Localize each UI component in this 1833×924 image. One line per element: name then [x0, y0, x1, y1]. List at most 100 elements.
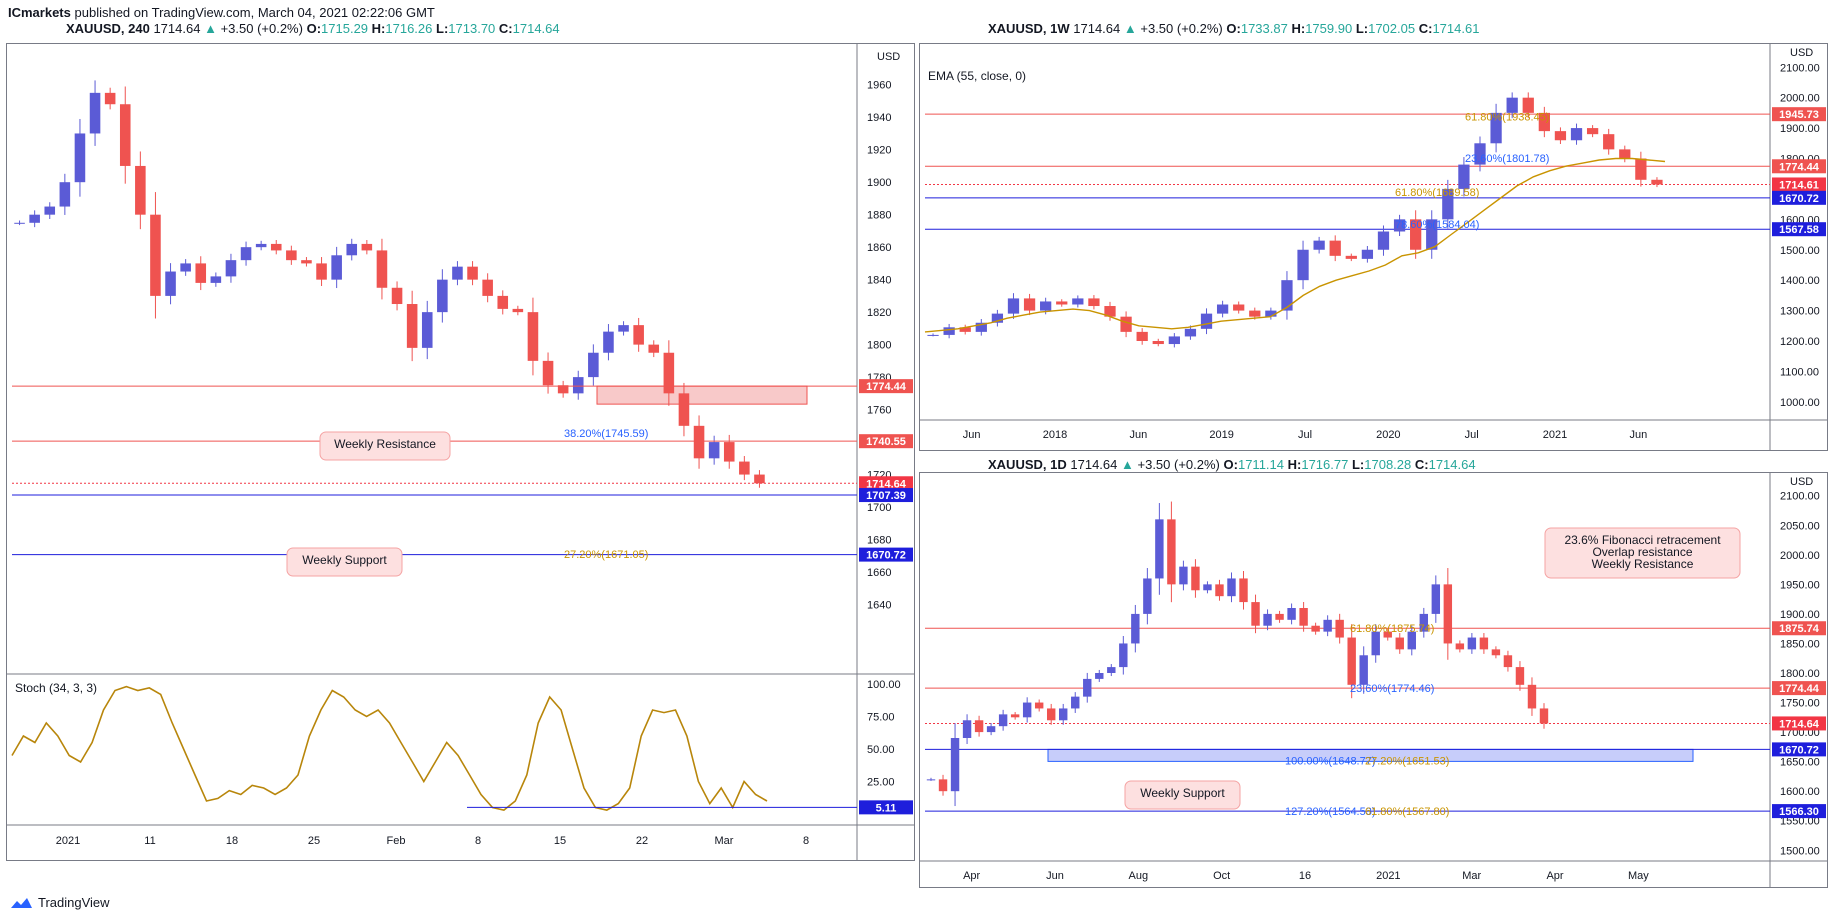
h4-close: 1714.64: [512, 21, 560, 36]
d1-candle: [950, 738, 960, 792]
w1-fib-label: 78.60%(1584.04): [1395, 219, 1479, 231]
d1-y-tick-label: 2100.00: [1780, 491, 1820, 503]
w1-open: 1733.87: [1240, 21, 1288, 36]
h4-last-price: 1714.64: [153, 21, 201, 36]
w1-candle: [1200, 313, 1213, 329]
h4-y-tick-label: 1680: [867, 535, 891, 547]
w1-candle: [1313, 240, 1325, 250]
d1-candle: [1179, 566, 1188, 585]
h4-price-tag: [859, 476, 913, 491]
d1-symbol: XAUUSD, 1D: [988, 457, 1067, 472]
h4-x-tick-label: 11: [144, 835, 155, 847]
w1-candle: [991, 313, 1004, 323]
d1-y-tick-label: 1900.00: [1780, 609, 1820, 621]
d1-candle: [1347, 637, 1356, 685]
d1-candle: [986, 726, 996, 733]
h4-candle: [678, 393, 690, 426]
h4-x-tick-label: Mar: [715, 835, 734, 847]
w1-ema-title: EMA (55, close, 0): [928, 69, 1026, 83]
h4-candle: [693, 425, 705, 459]
h4-candle: [135, 165, 146, 215]
h4-candle: [255, 243, 267, 248]
d1-candle: [1503, 655, 1513, 668]
h4-stoch-tick-label: 25.00: [867, 777, 895, 789]
w1-candle: [1554, 131, 1567, 141]
w1-candle: [1088, 298, 1100, 307]
h4-y-tick-label: 1640: [867, 600, 891, 612]
w1-close: 1714.61: [1432, 21, 1480, 36]
d1-y-tick-label: 1650.00: [1780, 757, 1820, 769]
d1-high: 1716.77: [1301, 457, 1349, 472]
h4-candle: [437, 279, 448, 313]
d1-chart-panel[interactable]: USD 1500.00 1550.00 1600.00 1650.00 1700.00 17…: [919, 472, 1828, 888]
w1-candle: [1538, 112, 1550, 132]
w1-candle: [1329, 240, 1341, 256]
h4-candle: [603, 331, 614, 353]
h4-candle: [754, 474, 765, 484]
w1-currency-label: USD: [1790, 47, 1813, 59]
h4-chart-panel[interactable]: USD1640166016801700172017401760178018001…: [6, 43, 915, 861]
d1-x-tick-label: 16: [1299, 870, 1311, 882]
d1-price-tag-label: 1714.64: [1779, 718, 1820, 730]
h4-x-tick-label: 15: [554, 835, 566, 847]
h4-candle: [376, 250, 388, 288]
h4-candle: [572, 377, 584, 394]
h4-y-tick-label: 1940: [867, 112, 891, 124]
tradingview-cloud-icon: [11, 897, 32, 908]
d1-y-tick-label: 1850.00: [1780, 638, 1820, 650]
d1-candle: [1046, 708, 1056, 721]
d1-chart-svg[interactable]: USD1500.001550.001600.001650.001700.0017…: [920, 473, 1828, 888]
w1-chart-panel[interactable]: USD EMA (55, close, 0) 1000.00 1100.00 1200.…: [919, 43, 1828, 451]
w1-candle: [1249, 310, 1261, 317]
d1-candle: [1467, 637, 1477, 650]
d1-candle: [1239, 578, 1248, 603]
w1-chart-svg[interactable]: USD EMA (55, close, 0) 1000.00 1100.00 1200.…: [920, 44, 1828, 451]
w1-candle: [1104, 306, 1116, 317]
brand-name: ICmarkets: [8, 5, 71, 20]
h4-change: +3.50 (+0.2%): [220, 21, 303, 36]
d1-candle: [962, 720, 972, 738]
w1-y-tick-label: 1000.00: [1780, 397, 1820, 409]
d1-price-tag: [1772, 804, 1826, 819]
w1-price-tag: [1772, 159, 1826, 174]
w1-candle: [1233, 304, 1245, 311]
d1-candle: [974, 720, 984, 733]
h4-candle: [361, 243, 373, 251]
w1-y-tick-label: 1300.00: [1780, 306, 1820, 318]
w1-candle: [1023, 298, 1036, 311]
h4-y-tick-label: 1820: [867, 307, 891, 319]
w1-candle: [1635, 158, 1647, 180]
h4-candle: [316, 263, 327, 280]
d1-candle: [1010, 714, 1020, 718]
h4-candle: [14, 222, 25, 224]
h4-symbol: XAUUSD, 240: [66, 21, 150, 36]
h4-candle: [739, 461, 750, 475]
w1-y-tick-label: 1100.00: [1780, 366, 1819, 378]
h4-candle: [633, 325, 644, 345]
h4-x-tick-label: 18: [226, 835, 238, 847]
h4-x-tick-label: Feb: [387, 835, 406, 847]
h4-x-tick-label: 8: [475, 835, 481, 847]
d1-price-tag: [1772, 621, 1826, 636]
d1-open: 1711.14: [1237, 457, 1284, 472]
d1-candle: [1383, 631, 1392, 638]
publish-info: published on TradingView.com, March 04, …: [74, 5, 435, 20]
w1-candle: [1442, 188, 1454, 220]
w1-candle: [1265, 310, 1277, 317]
d1-price-tag-label: 1670.72: [1779, 744, 1819, 756]
h4-candle: [497, 295, 509, 309]
w1-x-tick-label: Jun: [963, 429, 981, 441]
w1-price-tag-label: 1670.72: [1779, 193, 1819, 205]
h4-chart-svg[interactable]: USD1640166016801700172017401760178018001…: [7, 44, 915, 861]
h4-candle: [44, 206, 56, 215]
w1-y-tick-label: 2000.00: [1780, 93, 1820, 105]
d1-candle: [938, 779, 948, 792]
w1-candle: [943, 327, 955, 335]
d1-fib-label: 61.80%(1875.74): [1350, 623, 1434, 635]
d1-candle: [1419, 613, 1429, 632]
w1-candle: [1152, 341, 1164, 345]
h4-chart-header: XAUUSD, 240 1714.64 ▲ +3.50 (+0.2%) O:17…: [66, 21, 560, 36]
w1-candle: [1506, 97, 1518, 113]
h4-candle: [452, 266, 463, 280]
d1-resistance-callout-text: 23.6% Fibonacci retracement: [1564, 533, 1721, 547]
